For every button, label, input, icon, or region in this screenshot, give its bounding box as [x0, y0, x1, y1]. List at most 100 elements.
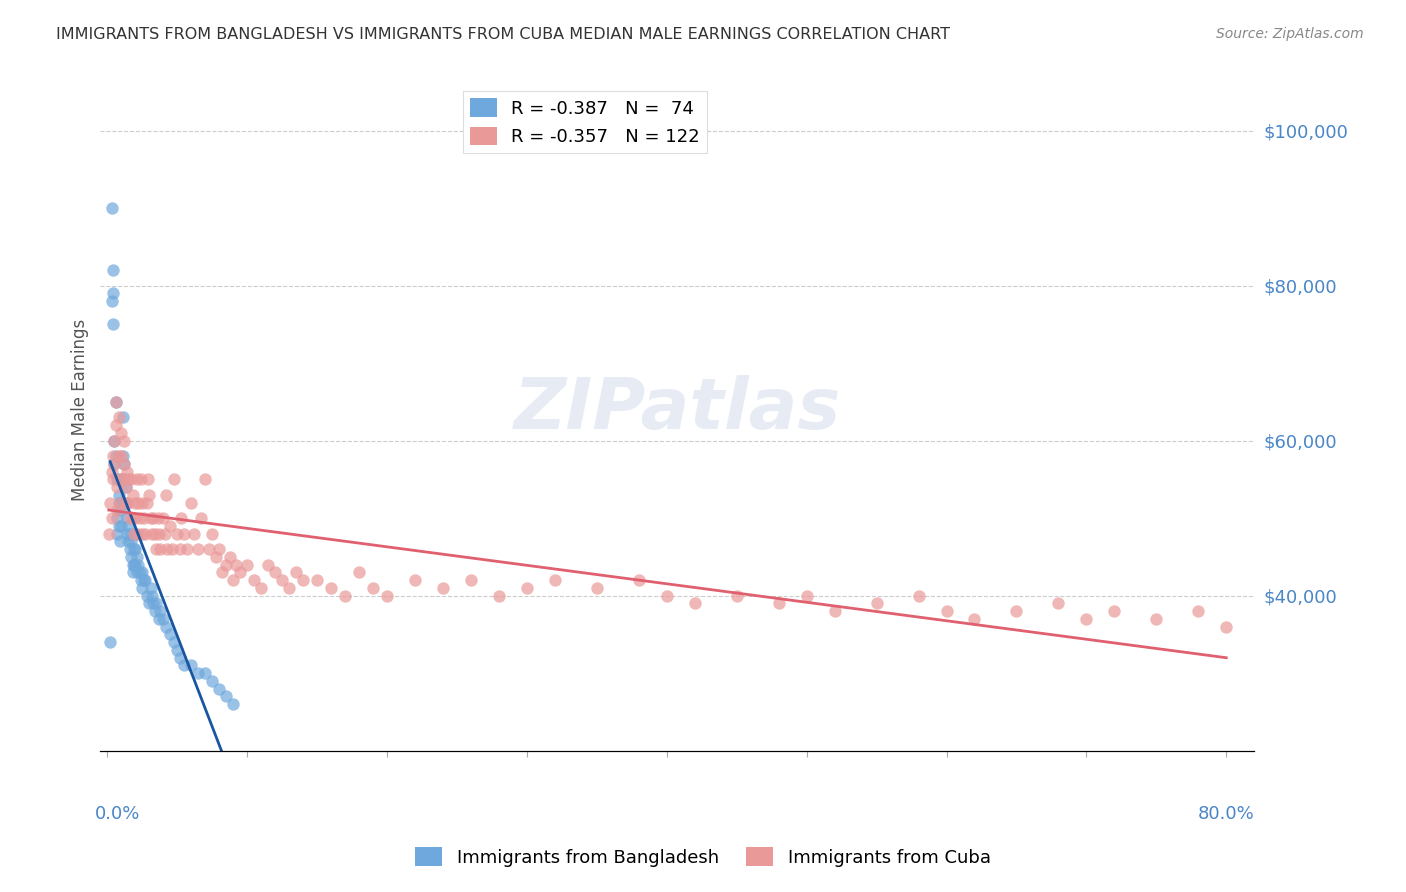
- Point: [187, 666, 209, 681]
- Point: [104, 417, 127, 432]
- Point: [108, 503, 131, 517]
- Text: 0.0%: 0.0%: [94, 805, 141, 823]
- Point: [114, 480, 136, 494]
- Point: [104, 449, 127, 463]
- Point: [122, 542, 145, 557]
- Point: [156, 542, 179, 557]
- Point: [135, 495, 157, 509]
- Point: [110, 425, 132, 440]
- Point: [131, 566, 153, 580]
- Point: [180, 658, 202, 673]
- Point: [243, 573, 266, 587]
- Point: [114, 480, 136, 494]
- Point: [100, 465, 122, 479]
- Point: [118, 511, 141, 525]
- Point: [1104, 604, 1126, 618]
- Point: [173, 526, 195, 541]
- Point: [963, 612, 986, 626]
- Point: [117, 495, 139, 509]
- Point: [142, 511, 165, 525]
- Point: [121, 566, 143, 580]
- Point: [131, 495, 153, 509]
- Legend: Immigrants from Bangladesh, Immigrants from Cuba: Immigrants from Bangladesh, Immigrants f…: [408, 840, 998, 874]
- Point: [211, 566, 233, 580]
- Point: [120, 534, 142, 549]
- Point: [1005, 604, 1028, 618]
- Point: [166, 526, 188, 541]
- Point: [148, 526, 170, 541]
- Point: [132, 573, 155, 587]
- Point: [128, 566, 150, 580]
- Point: [110, 449, 132, 463]
- Point: [141, 589, 163, 603]
- Point: [460, 573, 482, 587]
- Point: [160, 542, 183, 557]
- Point: [108, 472, 131, 486]
- Point: [103, 434, 125, 448]
- Point: [117, 518, 139, 533]
- Point: [145, 596, 167, 610]
- Point: [516, 581, 538, 595]
- Point: [101, 318, 124, 332]
- Point: [796, 589, 818, 603]
- Point: [148, 612, 170, 626]
- Point: [120, 472, 142, 486]
- Point: [1144, 612, 1167, 626]
- Text: Source: ZipAtlas.com: Source: ZipAtlas.com: [1216, 27, 1364, 41]
- Text: IMMIGRANTS FROM BANGLADESH VS IMMIGRANTS FROM CUBA MEDIAN MALE EARNINGS CORRELAT: IMMIGRANTS FROM BANGLADESH VS IMMIGRANTS…: [56, 27, 950, 42]
- Point: [110, 472, 132, 486]
- Point: [131, 526, 153, 541]
- Point: [586, 581, 609, 595]
- Point: [125, 549, 148, 564]
- Point: [180, 495, 202, 509]
- Point: [129, 472, 152, 486]
- Point: [1187, 604, 1209, 618]
- Point: [173, 658, 195, 673]
- Point: [111, 410, 134, 425]
- Point: [127, 526, 149, 541]
- Point: [117, 472, 139, 486]
- Point: [187, 542, 209, 557]
- Point: [333, 589, 356, 603]
- Point: [111, 472, 134, 486]
- Point: [136, 472, 159, 486]
- Point: [114, 495, 136, 509]
- Point: [229, 566, 252, 580]
- Point: [347, 566, 370, 580]
- Point: [208, 542, 231, 557]
- Point: [108, 534, 131, 549]
- Point: [139, 581, 162, 595]
- Point: [146, 511, 169, 525]
- Point: [145, 542, 167, 557]
- Point: [544, 573, 567, 587]
- Point: [169, 542, 191, 557]
- Point: [361, 581, 384, 595]
- Point: [100, 201, 122, 215]
- Point: [103, 434, 125, 448]
- Point: [257, 558, 280, 572]
- Point: [138, 488, 160, 502]
- Point: [112, 472, 135, 486]
- Point: [768, 596, 790, 610]
- Point: [112, 434, 135, 448]
- Point: [163, 472, 186, 486]
- Point: [292, 573, 315, 587]
- Point: [155, 488, 177, 502]
- Point: [124, 558, 146, 572]
- Point: [103, 457, 125, 471]
- Point: [107, 518, 129, 533]
- Point: [101, 286, 124, 301]
- Point: [129, 573, 152, 587]
- Point: [115, 465, 138, 479]
- Point: [104, 394, 127, 409]
- Point: [115, 511, 138, 525]
- Point: [100, 293, 122, 308]
- Text: ZIPatlas: ZIPatlas: [513, 375, 841, 444]
- Point: [225, 558, 247, 572]
- Point: [271, 573, 294, 587]
- Point: [683, 596, 706, 610]
- Point: [375, 589, 398, 603]
- Point: [194, 472, 217, 486]
- Point: [219, 549, 242, 564]
- Point: [264, 566, 287, 580]
